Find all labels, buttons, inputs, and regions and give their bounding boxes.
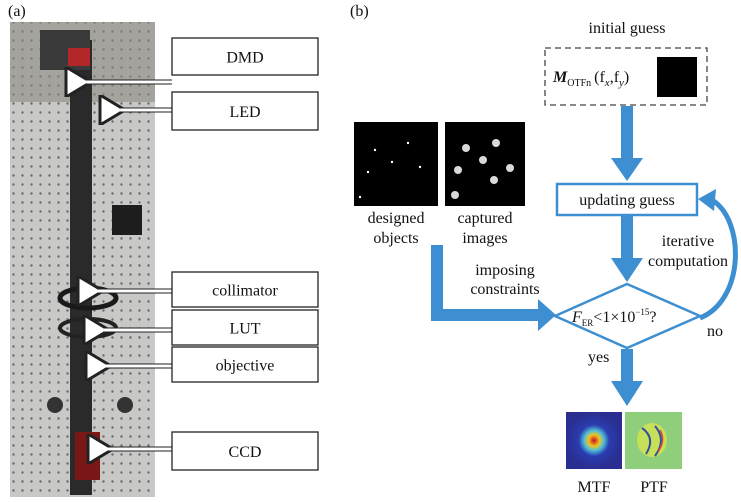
constraint-label: imposing <box>475 262 535 279</box>
yes-label: yes <box>588 349 609 366</box>
initial-guess: initial guess <box>589 20 666 37</box>
image-label: designed <box>368 210 425 227</box>
panel-label: (a) <box>8 3 26 20</box>
image-label: images <box>462 230 507 247</box>
constraint-label: constraints <box>470 281 539 298</box>
ptf-image <box>625 412 682 469</box>
no-label: no <box>707 323 723 340</box>
photo <box>10 22 155 497</box>
output-label: MTF <box>578 479 611 496</box>
component-label: CCD <box>229 444 262 461</box>
figure: (a) DMDLEDcollimatorLUTobjectiveCCD (b) … <box>0 0 741 502</box>
output-label: PTF <box>640 479 668 496</box>
image-label: objects <box>373 230 418 247</box>
loop-label: computation <box>648 253 728 270</box>
component-label: objective <box>216 358 275 375</box>
component-label: DMD <box>226 50 263 67</box>
component-label: LED <box>229 104 260 121</box>
loop-label: iterative <box>662 233 714 250</box>
updating-guess: updating guess <box>579 192 675 209</box>
component-label: LUT <box>229 321 260 338</box>
designed-image <box>354 122 438 206</box>
image-label: captured <box>457 210 512 227</box>
captured-image <box>445 122 525 206</box>
component-label: collimator <box>212 283 278 300</box>
formula: MOTFn(fx,fy) <box>552 69 629 89</box>
panel-label: (b) <box>350 3 369 20</box>
loop-arrow-head <box>698 189 716 211</box>
guess-image <box>657 57 697 97</box>
mtf-image <box>566 412 622 469</box>
